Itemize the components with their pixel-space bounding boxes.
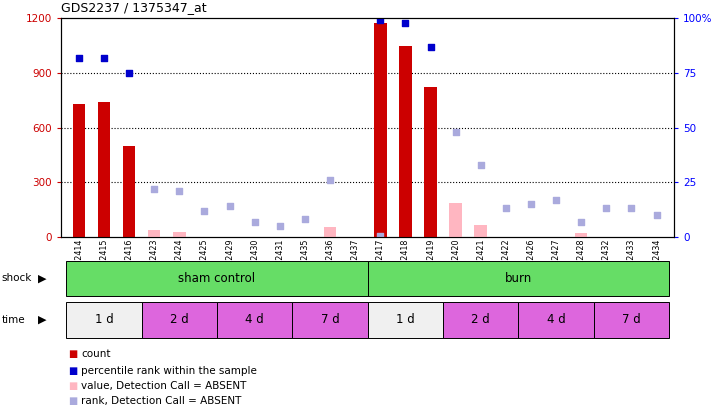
Point	[425, 43, 436, 50]
Bar	[575, 233, 588, 237]
Point	[299, 216, 311, 223]
Point	[550, 196, 562, 203]
Bar	[141, 302, 217, 338]
Bar	[449, 203, 462, 237]
Bar	[73, 104, 85, 237]
Point	[575, 218, 587, 225]
Point	[73, 54, 84, 61]
Point	[174, 188, 185, 194]
Point	[274, 223, 286, 229]
Point	[500, 205, 512, 212]
Text: ■: ■	[68, 350, 78, 359]
Bar	[324, 228, 336, 237]
Point	[249, 218, 260, 225]
Text: 2 d: 2 d	[170, 313, 189, 326]
Bar	[292, 302, 368, 338]
Text: GDS2237 / 1375347_at: GDS2237 / 1375347_at	[61, 1, 207, 14]
Text: time: time	[1, 315, 25, 325]
Text: 1 d: 1 d	[94, 313, 113, 326]
Bar	[443, 302, 518, 338]
Text: 7 d: 7 d	[321, 313, 340, 326]
Point	[525, 201, 536, 207]
Text: 1 d: 1 d	[396, 313, 415, 326]
Bar	[424, 87, 437, 237]
Text: 2 d: 2 d	[472, 313, 490, 326]
Text: ▶: ▶	[37, 273, 46, 283]
Bar	[474, 224, 487, 237]
Text: percentile rank within the sample: percentile rank within the sample	[81, 366, 257, 375]
Text: ■: ■	[68, 396, 78, 405]
Text: ■: ■	[68, 366, 78, 375]
Point	[224, 203, 235, 209]
Bar	[518, 302, 594, 338]
Text: value, Detection Call = ABSENT: value, Detection Call = ABSENT	[81, 381, 247, 391]
Bar	[368, 302, 443, 338]
Point	[149, 185, 160, 192]
Bar	[594, 302, 669, 338]
Point	[324, 177, 336, 183]
Point	[475, 162, 487, 168]
Bar	[399, 46, 412, 237]
Bar	[123, 146, 136, 237]
Text: ▶: ▶	[37, 315, 46, 325]
Text: 4 d: 4 d	[245, 313, 264, 326]
Point	[399, 19, 411, 26]
Text: burn: burn	[505, 272, 532, 285]
Bar	[98, 102, 110, 237]
Point	[123, 70, 135, 76]
Point	[98, 54, 110, 61]
Text: 4 d: 4 d	[547, 313, 565, 326]
Text: count: count	[81, 350, 111, 359]
Text: ■: ■	[68, 381, 78, 391]
Point	[626, 205, 637, 212]
Bar	[374, 23, 386, 237]
Bar	[368, 261, 669, 296]
Point	[199, 207, 211, 214]
Bar	[173, 232, 185, 237]
Point	[651, 212, 663, 218]
Point	[450, 129, 461, 135]
Bar	[66, 302, 141, 338]
Point	[374, 17, 386, 23]
Text: shock: shock	[1, 273, 32, 283]
Point	[601, 205, 612, 212]
Text: sham control: sham control	[178, 272, 255, 285]
Text: rank, Detection Call = ABSENT: rank, Detection Call = ABSENT	[81, 396, 242, 405]
Bar	[217, 302, 292, 338]
Bar	[66, 261, 368, 296]
Bar	[148, 230, 161, 237]
Text: 7 d: 7 d	[622, 313, 641, 326]
Point	[374, 232, 386, 239]
